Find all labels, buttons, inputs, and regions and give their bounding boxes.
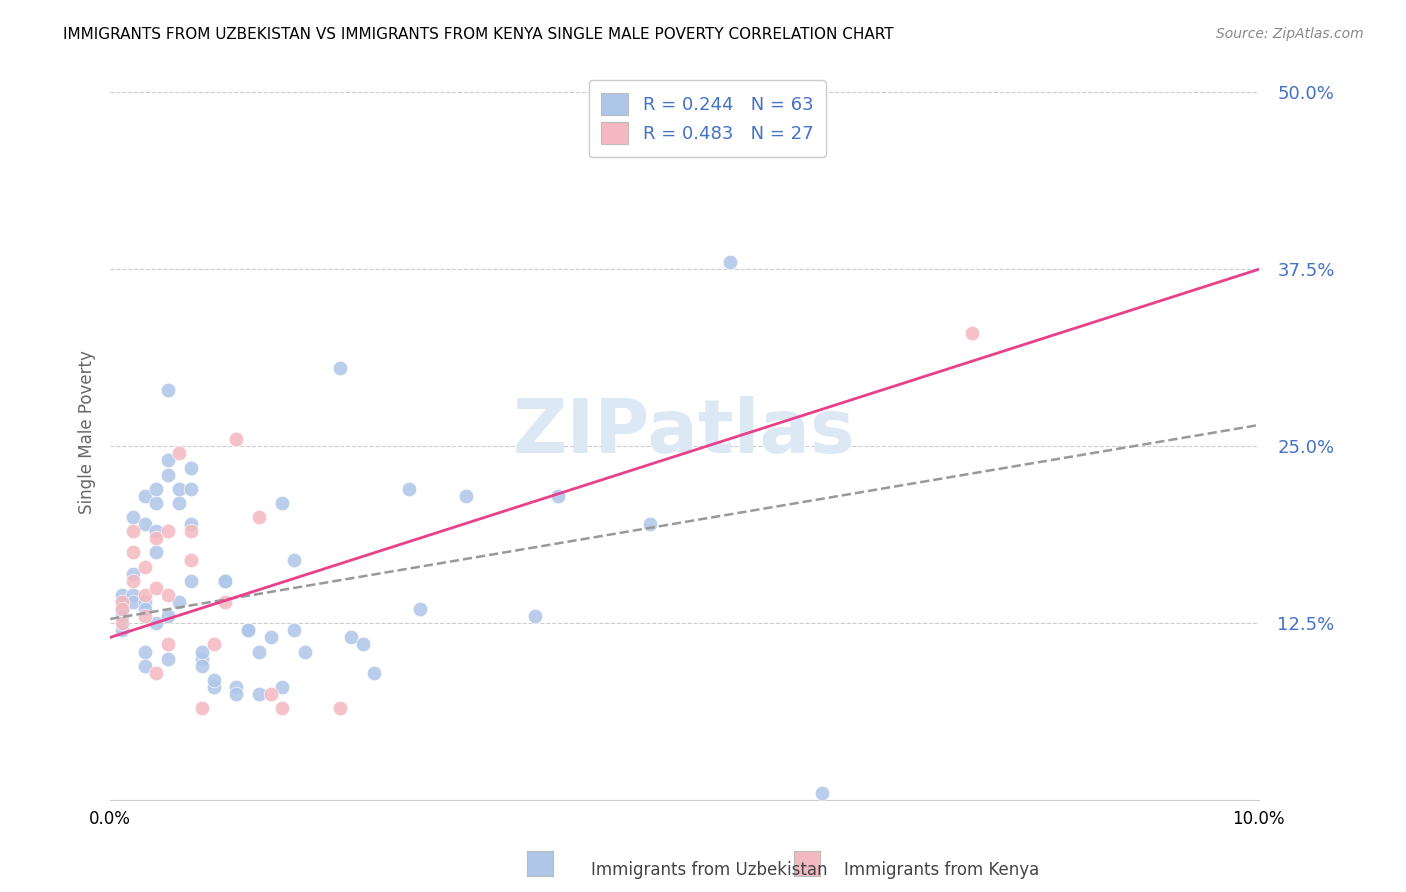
- Point: [409, 602, 432, 616]
- Point: [134, 644, 156, 658]
- Point: [111, 602, 134, 616]
- Point: [202, 673, 225, 687]
- Point: [191, 644, 214, 658]
- Point: [156, 524, 179, 539]
- Text: IMMIGRANTS FROM UZBEKISTAN VS IMMIGRANTS FROM KENYA SINGLE MALE POVERTY CORRELAT: IMMIGRANTS FROM UZBEKISTAN VS IMMIGRANTS…: [63, 27, 894, 42]
- Point: [249, 644, 271, 658]
- Point: [156, 609, 179, 624]
- Point: [111, 616, 134, 631]
- Point: [134, 517, 156, 532]
- Point: [122, 595, 145, 609]
- Legend: R = 0.244   N = 63, R = 0.483   N = 27: R = 0.244 N = 63, R = 0.483 N = 27: [589, 80, 827, 157]
- Point: [145, 496, 167, 510]
- Point: [191, 651, 214, 665]
- Text: ZIPatlas: ZIPatlas: [513, 396, 856, 468]
- Point: [283, 624, 305, 638]
- Point: [271, 680, 294, 694]
- Point: [249, 687, 271, 701]
- Point: [156, 651, 179, 665]
- Point: [236, 624, 259, 638]
- Point: [134, 559, 156, 574]
- Point: [271, 496, 294, 510]
- Point: [111, 609, 134, 624]
- Point: [145, 665, 167, 680]
- Text: Immigrants from Kenya: Immigrants from Kenya: [844, 861, 1039, 879]
- Point: [180, 482, 202, 496]
- Point: [960, 326, 983, 340]
- Point: [134, 595, 156, 609]
- Point: [156, 383, 179, 397]
- Point: [363, 665, 385, 680]
- Point: [398, 482, 420, 496]
- Point: [122, 566, 145, 581]
- Point: [167, 482, 190, 496]
- Y-axis label: Single Male Poverty: Single Male Poverty: [79, 351, 96, 514]
- Point: [718, 255, 741, 269]
- Point: [214, 595, 236, 609]
- Point: [122, 574, 145, 588]
- Point: [122, 545, 145, 559]
- Point: [214, 574, 236, 588]
- Point: [340, 631, 363, 645]
- Point: [180, 574, 202, 588]
- Text: Source: ZipAtlas.com: Source: ZipAtlas.com: [1216, 27, 1364, 41]
- Point: [134, 489, 156, 503]
- Text: Immigrants from Uzbekistan: Immigrants from Uzbekistan: [591, 861, 827, 879]
- Point: [134, 602, 156, 616]
- Point: [156, 588, 179, 602]
- Point: [167, 595, 190, 609]
- Point: [167, 496, 190, 510]
- Point: [111, 595, 134, 609]
- Point: [156, 638, 179, 652]
- Point: [547, 489, 569, 503]
- Point: [638, 517, 661, 532]
- Point: [811, 786, 834, 800]
- Point: [145, 545, 167, 559]
- Point: [145, 531, 167, 545]
- Point: [191, 701, 214, 715]
- Point: [191, 658, 214, 673]
- Point: [202, 680, 225, 694]
- Point: [283, 552, 305, 566]
- Point: [524, 609, 547, 624]
- Point: [180, 517, 202, 532]
- Point: [156, 467, 179, 482]
- Point: [225, 680, 247, 694]
- Point: [122, 524, 145, 539]
- Point: [214, 574, 236, 588]
- Point: [122, 510, 145, 524]
- Point: [134, 658, 156, 673]
- Point: [329, 361, 352, 376]
- Point: [145, 616, 167, 631]
- Point: [236, 624, 259, 638]
- Point: [111, 602, 134, 616]
- Point: [202, 638, 225, 652]
- Point: [111, 588, 134, 602]
- Point: [145, 581, 167, 595]
- Point: [134, 588, 156, 602]
- Point: [111, 624, 134, 638]
- Point: [271, 701, 294, 715]
- Point: [122, 588, 145, 602]
- Point: [329, 701, 352, 715]
- Point: [145, 524, 167, 539]
- Point: [167, 446, 190, 460]
- Point: [225, 687, 247, 701]
- Point: [111, 595, 134, 609]
- Point: [352, 638, 374, 652]
- Point: [156, 453, 179, 467]
- Point: [260, 631, 283, 645]
- Point: [225, 432, 247, 446]
- Point: [249, 510, 271, 524]
- Point: [180, 524, 202, 539]
- Point: [180, 460, 202, 475]
- Point: [294, 644, 316, 658]
- Point: [260, 687, 283, 701]
- Point: [180, 552, 202, 566]
- Point: [145, 482, 167, 496]
- Point: [134, 609, 156, 624]
- Point: [456, 489, 478, 503]
